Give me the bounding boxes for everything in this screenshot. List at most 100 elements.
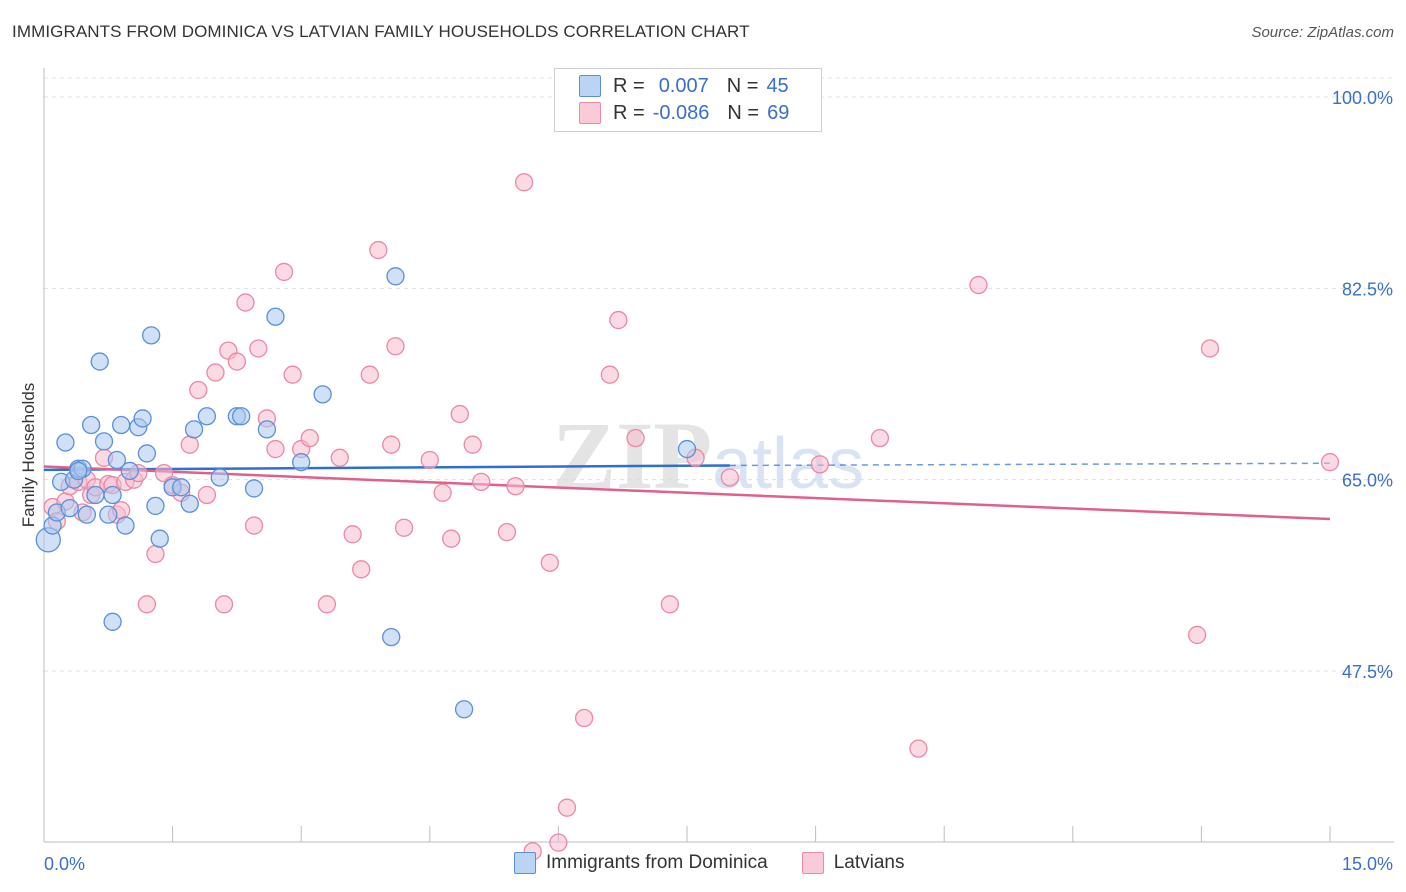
data-point-latvians [969,275,988,295]
data-point-dominica [257,420,277,439]
data-point-latvians [244,516,264,535]
data-point-latvians [609,310,628,330]
data-point-latvians [540,553,559,572]
data-point-latvians [227,352,247,371]
data-point-latvians [506,477,525,496]
data-point-latvians [463,435,482,454]
data-point-latvians [369,240,388,260]
data-point-latvians [180,435,199,454]
legend-box: R = 0.007 N = 45 R = -0.086 N = 69 [554,68,822,132]
data-point-dominica [107,450,127,470]
data-point-dominica [386,267,405,286]
data-point-dominica [133,409,152,428]
data-point-dominica [60,498,79,518]
data-point-latvians [394,518,414,537]
data-point-latvians [549,833,568,852]
legend-item-latvians: Latvians [801,852,905,874]
data-point-dominica [94,432,114,451]
data-point-latvians [810,455,830,474]
data-point-dominica [90,352,109,371]
data-point-latvians [382,435,401,454]
data-point-latvians [660,595,680,614]
legend-r-label: R = [613,101,645,124]
data-point-dominica [454,700,474,719]
legend-r-value: 0.007 [658,74,709,97]
data-point-latvians [909,739,928,758]
trend-line-dominica-extension [729,462,1331,467]
legend-row-latvians: R = -0.086 N = 69 [579,101,789,125]
gridlines [44,77,1394,672]
data-point-latvians [870,428,890,448]
legend-swatch-blue [514,852,536,874]
data-point-latvians [274,262,294,282]
data-point-latvians [626,428,645,448]
y-tick-label: 82.5% [1342,279,1393,299]
data-point-latvians [249,339,268,358]
data-point-latvians [317,595,337,614]
legend-swatch-blue [579,75,601,97]
watermark-atlas: atlas [712,424,864,504]
data-point-latvians [472,472,491,492]
data-point-dominica [103,485,122,505]
data-point-dominica [232,407,251,426]
data-point-latvians [146,544,165,564]
data-point-latvians [360,365,379,384]
data-point-latvians [557,798,577,817]
data-point-dominica [266,307,285,326]
data-point-dominica [120,461,139,481]
data-point-latvians [497,522,517,542]
data-point-latvians [137,595,157,614]
data-point-latvians [514,173,534,192]
data-point-dominica [116,516,135,535]
data-point-dominica [69,461,88,481]
data-point-dominica [382,627,401,647]
data-point-dominica [197,407,217,426]
data-point-dominica [292,453,311,472]
legend-swatch-pink [801,852,824,874]
data-point-latvians [300,428,319,448]
legend-row-dominica: R = 0.007 N = 45 [579,74,789,98]
legend-item-dominica: Immigrants from Dominica [514,852,768,874]
legend-n-value: 45 [766,74,789,97]
data-point-latvians [206,363,225,382]
axes [43,68,1394,843]
data-point-dominica [677,439,697,459]
data-point-dominica [313,385,332,404]
y-axis-label: Family Households [19,383,38,528]
data-point-latvians [197,485,217,505]
data-point-latvians [283,365,302,384]
data-point-dominica [210,468,229,487]
data-point-latvians [343,525,362,544]
data-point-latvians [450,404,469,424]
data-point-latvians [236,293,255,312]
legend-label-dominica: Immigrants from Dominica [546,852,768,873]
data-point-dominica [103,612,122,631]
data-point-latvians [1200,339,1220,358]
legend-r-label: R = [613,74,645,97]
data-point-dominica [150,529,169,548]
legend-r-value: -0.086 [652,101,710,124]
legend-n-label: N = [726,74,759,97]
data-point-latvians [266,439,285,459]
x-tick-labels: 0.0% 15.0% [44,854,1393,874]
legend-n-value: 69 [767,101,790,124]
trend-line-latvians [43,465,1331,521]
data-point-dominica [86,485,105,505]
data-point-latvians [386,337,405,356]
data-point-latvians [574,708,594,728]
data-point-latvians [189,380,208,400]
data-point-dominica [142,326,161,345]
legend-n-label: N = [727,101,760,124]
y-tick-label: 100.0% [1332,88,1393,108]
series-latvians [43,173,1340,861]
data-point-dominica [56,433,75,452]
data-point-latvians [1187,625,1207,645]
legend-swatch-pink [579,102,601,124]
chart-title: IMMIGRANTS FROM DOMINICA VS LATVIAN FAMI… [12,22,750,41]
y-tick-label: 65.0% [1342,471,1393,491]
data-point-latvians [600,365,619,384]
data-point-dominica [112,415,131,435]
data-point-dominica [244,479,264,498]
series-dominica [35,267,697,719]
